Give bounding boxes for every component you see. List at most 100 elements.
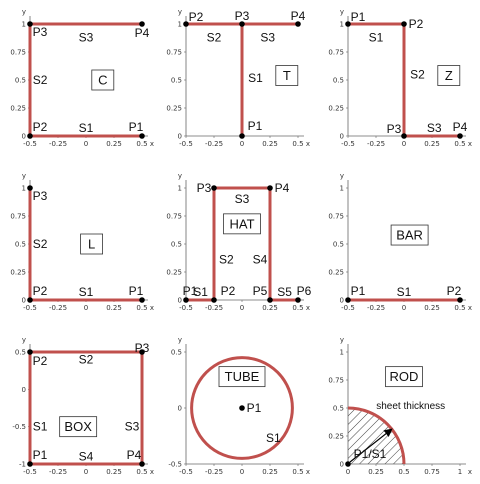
- point-marker: [239, 133, 245, 139]
- y-tick-label: 0.75: [328, 377, 344, 385]
- point-marker: [27, 297, 33, 303]
- y-tick-label: 0: [178, 133, 182, 141]
- shape-name-box: [218, 366, 266, 388]
- x-tick-label: 0.5: [136, 468, 147, 476]
- point-label: P3: [135, 341, 150, 355]
- point-marker: [27, 349, 33, 355]
- point-label: P2: [221, 284, 236, 298]
- point-label: P3: [33, 189, 48, 203]
- tube-outline: [190, 356, 294, 460]
- x-tick-label: 0.25: [106, 304, 122, 312]
- point-marker: [27, 21, 33, 27]
- point-label: P3: [235, 9, 250, 23]
- y-tick-label: 0.5: [171, 349, 182, 357]
- y-tick-label: 0.25: [328, 269, 344, 277]
- shape-name-label: ROD: [390, 369, 419, 384]
- x-tick-label: 0: [402, 304, 406, 312]
- x-axis-label: x: [468, 468, 472, 476]
- profile-line: [348, 22, 460, 138]
- segment-label: S4: [79, 450, 94, 464]
- y-axis-label: y: [178, 172, 182, 180]
- y-tick-label: 1: [340, 185, 344, 193]
- point-label: P2: [447, 284, 462, 298]
- y-tick-label: 0.25: [10, 269, 26, 277]
- segment-label: S3: [260, 30, 275, 44]
- x-tick-label: -0.5: [179, 468, 193, 476]
- x-tick-label: 0: [240, 468, 244, 476]
- x-tick-label: -0.25: [367, 304, 385, 312]
- x-tick-label: 0: [402, 140, 406, 148]
- segment-label: S3: [125, 420, 140, 434]
- shape-name-label: BOX: [64, 419, 92, 434]
- point-label: P2: [33, 354, 48, 368]
- y-tick-label: -0.5: [168, 461, 182, 469]
- x-tick-label: 0: [240, 140, 244, 148]
- x-axis-label: x: [306, 304, 310, 312]
- y-tick-label: 0.5: [171, 241, 182, 249]
- profile-line: [28, 22, 142, 138]
- x-axis-label: x: [150, 468, 154, 476]
- point-marker: [139, 349, 145, 355]
- x-tick-label: -0.5: [23, 140, 37, 148]
- point-marker: [295, 297, 301, 303]
- y-tick-label: 0.5: [333, 405, 344, 413]
- point-marker: [345, 461, 351, 467]
- point-label: P5: [253, 284, 268, 298]
- x-tick-label: 0: [346, 468, 350, 476]
- point-label: P1: [129, 284, 144, 298]
- point-label: P2: [33, 284, 48, 298]
- shape-name-label: TUBE: [225, 369, 260, 384]
- point-marker: [239, 405, 245, 411]
- shape-name-box: [80, 233, 103, 255]
- point-marker: [27, 461, 33, 467]
- point-label: P1: [248, 119, 263, 133]
- y-tick-label: 0: [178, 297, 182, 305]
- point-label: P4: [453, 120, 468, 134]
- segment-label: S2: [410, 67, 425, 81]
- x-tick-label: -0.5: [179, 140, 193, 148]
- shape-name-label: HAT: [229, 216, 254, 231]
- point-marker: [139, 133, 145, 139]
- y-tick-label: 0: [22, 386, 26, 394]
- point-marker: [457, 133, 463, 139]
- point-label: P2: [409, 17, 424, 31]
- x-tick-label: 0.25: [368, 468, 384, 476]
- panel-box: -0.5 -0.25 0 0.25 0.5 x-1-0.500.5yP1P2P3P4S1S…: [12, 336, 154, 476]
- y-axis-label: y: [22, 172, 26, 180]
- y-tick-label: 0: [340, 297, 344, 305]
- segment-label: S1: [266, 431, 281, 445]
- x-tick-label: -0.25: [49, 304, 67, 312]
- x-tick-label: -0.25: [205, 140, 223, 148]
- x-tick-label: 0.25: [106, 140, 122, 148]
- x-tick-label: 0.5: [454, 140, 465, 148]
- x-tick-label: -0.5: [23, 304, 37, 312]
- point-marker: [27, 185, 33, 191]
- shape-name-box: [390, 224, 429, 246]
- point-marker: [457, 297, 463, 303]
- point-marker: [139, 461, 145, 467]
- y-tick-label: 0.25: [328, 433, 344, 441]
- shape-name-box: [91, 69, 115, 91]
- segment-label: S2: [33, 237, 48, 251]
- segment-label: S2: [79, 352, 94, 366]
- radius-arrow: [349, 428, 393, 463]
- point-label: P1: [33, 448, 48, 462]
- y-tick-label: 0.25: [166, 105, 182, 113]
- point-label: P4: [291, 9, 306, 23]
- point-marker: [139, 297, 145, 303]
- y-tick-label: 0.5: [15, 241, 26, 249]
- point-label: P4: [275, 181, 290, 195]
- y-tick-label: 0: [22, 133, 26, 141]
- y-axis-label: y: [178, 8, 182, 16]
- y-tick-label: 0.5: [15, 77, 26, 85]
- point-label: P2: [33, 120, 48, 134]
- x-axis-label: x: [468, 140, 472, 148]
- x-tick-label: 0: [84, 140, 88, 148]
- y-tick-label: 0.5: [333, 77, 344, 85]
- point-label: P1/S1: [354, 447, 387, 461]
